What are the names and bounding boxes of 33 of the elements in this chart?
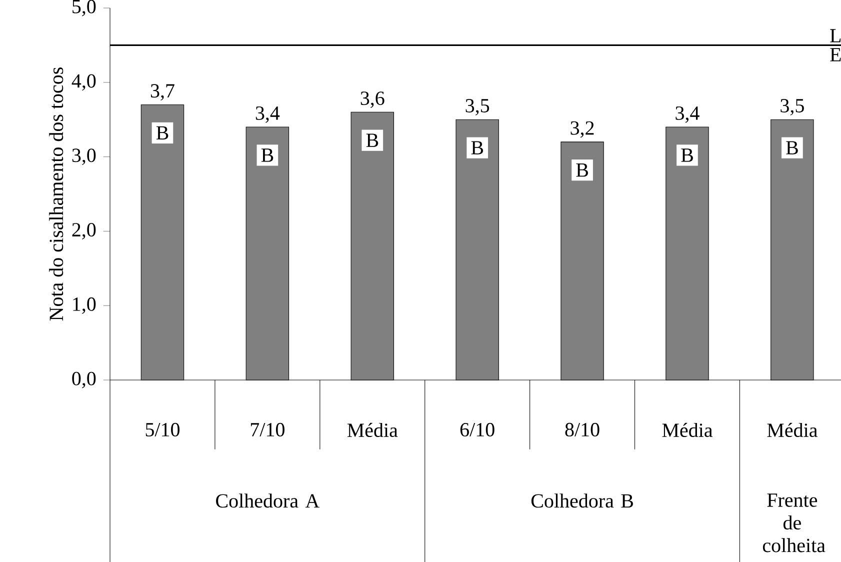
data-label: 3,5: [466, 99, 490, 116]
annotation: B: [366, 134, 378, 147]
y-tick-label: 5,0: [72, 0, 96, 16]
annotation: B: [681, 148, 693, 162]
y-axis-title: Nota do cisalhamento dos tocos: [49, 68, 64, 321]
annotation: B: [786, 141, 798, 154]
x-tick-label: Média: [767, 422, 818, 438]
x-tick-label: Média: [347, 422, 398, 438]
annotation: B: [576, 164, 588, 177]
annotation: B: [156, 126, 168, 140]
y-tick-label: 4,0: [72, 74, 96, 91]
x-tick-label: 5/10: [146, 422, 180, 436]
x-tick-label: Média: [662, 422, 713, 438]
data-label: 3,2: [570, 121, 594, 138]
y-tick-label: 2,0: [72, 223, 96, 240]
text: Frente de colheita: [762, 494, 826, 552]
annotation: B: [261, 148, 274, 162]
text: Colhedora A: [216, 494, 320, 508]
data-label: 3,7: [150, 84, 174, 100]
data-label: 3,6: [360, 92, 384, 108]
text: Colhedora B: [531, 494, 633, 508]
x-tick-label: 7/10: [250, 422, 284, 436]
data-label: 3,4: [676, 106, 700, 123]
y-tick-label: 0,0: [72, 372, 96, 388]
annotation: E: [830, 48, 841, 62]
y-tick-label: 3,0: [72, 148, 96, 165]
x-tick-label: 8/10: [565, 422, 600, 436]
data-label: 3,4: [256, 106, 280, 123]
x-tick-label: 6/10: [460, 422, 494, 436]
y-tick-label: 1,0: [73, 297, 96, 314]
annotation: L: [830, 29, 841, 42]
data-label: 3,5: [780, 99, 804, 116]
annotation: B: [471, 141, 484, 154]
